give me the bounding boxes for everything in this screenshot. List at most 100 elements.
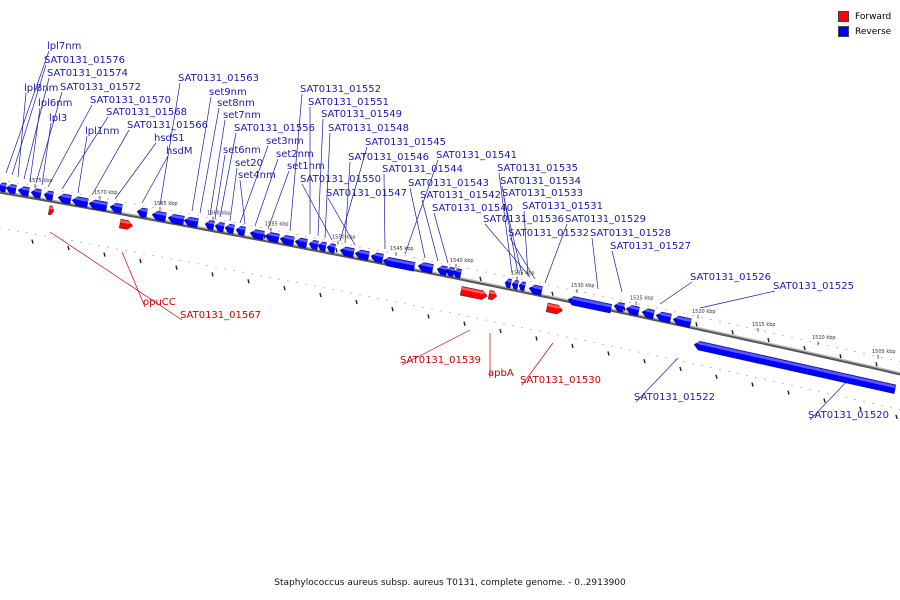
track-dot — [728, 370, 730, 373]
leader-lines-layer — [5, 50, 851, 421]
reverse-gene-arrow — [57, 193, 72, 205]
reverse-gene-label: SAT0131_01550 — [300, 174, 381, 185]
leader-line — [49, 231, 183, 321]
leader-line — [114, 142, 157, 200]
leader-line — [61, 116, 109, 190]
track-tick — [623, 306, 626, 312]
track-dot — [458, 266, 460, 268]
track-dot — [377, 249, 379, 251]
track-dot — [332, 289, 334, 291]
track-dot — [170, 258, 172, 260]
reverse-gene-arrow — [567, 296, 613, 314]
track-dot — [260, 275, 262, 277]
track-dot — [305, 235, 307, 237]
track-dot — [809, 388, 811, 390]
track-dot — [251, 273, 253, 275]
track-tick — [535, 336, 538, 341]
reverse-gene-label: SAT0131_01552 — [300, 84, 381, 95]
track-tick — [103, 252, 106, 257]
reverse-gene-arrow — [308, 239, 319, 251]
reverse-gene-label: lpl8nm — [24, 83, 58, 94]
leader-line — [327, 197, 356, 246]
track-dot — [737, 324, 739, 327]
track-dot — [476, 269, 478, 271]
track-tick — [499, 328, 502, 334]
reverse-gene-label: SAT0131_01527 — [610, 241, 691, 252]
reverse-gene-arrow — [693, 341, 897, 394]
leader-line — [409, 187, 426, 259]
scale-tick-label: 1540 kbp — [450, 258, 474, 264]
track-dot — [782, 334, 784, 336]
track-dot — [440, 310, 442, 312]
track-dot — [98, 245, 100, 247]
reverse-gene-arrow — [249, 229, 265, 241]
leader-line — [317, 118, 324, 237]
track-tick — [571, 343, 574, 349]
reverse-gene-arrow — [214, 222, 225, 233]
ticks-layer: 1575 kbp 1570 kbp 1565 kbp 1560 kbp 1555 kbp… — [29, 178, 896, 359]
track-dot — [395, 301, 397, 303]
legend-item-reverse: Reverse — [838, 24, 891, 39]
track-tick — [551, 291, 554, 296]
reverse-gene-arrow — [326, 243, 336, 254]
track-dot — [278, 230, 280, 232]
leader-line — [209, 119, 226, 216]
leader-line — [635, 357, 679, 403]
reverse-gene-arrow — [672, 315, 692, 328]
reverse-swatch — [838, 26, 849, 37]
track-dot — [773, 332, 775, 334]
reverse-gene-label: SAT0131_01546 — [348, 152, 429, 163]
reverse-gene-label: SAT0131_01545 — [365, 137, 446, 148]
track-dot — [242, 271, 244, 273]
track-dot — [359, 246, 361, 248]
reverse-gene-arrow — [511, 280, 519, 290]
reverse-gene-label: set20 — [235, 158, 263, 169]
leader-line — [809, 377, 851, 421]
track-dot — [98, 197, 100, 199]
track-dot — [692, 315, 694, 317]
track-dot — [818, 390, 820, 392]
track-dot — [485, 319, 487, 321]
reverse-gene-label: hsdM — [166, 146, 193, 157]
track-dot — [602, 295, 604, 297]
track-tick — [211, 272, 214, 277]
track-tick — [859, 406, 862, 411]
forward-gene-arrow — [48, 205, 55, 216]
scale-tick-label: 1550 kbp — [332, 235, 356, 241]
track-dot — [197, 215, 199, 217]
reverse-gene-arrow — [0, 182, 7, 193]
track-dot — [467, 315, 469, 318]
track-dot — [521, 326, 523, 329]
track-dot — [269, 228, 271, 230]
track-dot — [656, 307, 658, 309]
legend: Forward Reverse — [838, 9, 891, 39]
track-dot — [440, 262, 442, 264]
track-dot — [800, 338, 802, 340]
track-dot — [512, 277, 514, 279]
leader-line — [521, 342, 554, 386]
track-dot — [422, 258, 424, 260]
leader-line — [5, 50, 50, 174]
track-dot — [404, 255, 406, 257]
reverse-gene-label: set9nm — [209, 87, 247, 98]
track-dot — [521, 278, 523, 281]
track-tick — [643, 358, 646, 364]
reverse-gene-arrow — [88, 199, 108, 212]
track-tick — [335, 248, 338, 253]
track-dot — [674, 359, 676, 361]
track-dot — [134, 203, 136, 205]
reverse-gene-label: SAT0131_01535 — [497, 163, 578, 174]
track-dot — [836, 394, 838, 397]
track-tick — [787, 390, 790, 395]
track-dot — [494, 321, 496, 323]
track-tick — [695, 322, 698, 327]
reverse-gene-arrow — [417, 262, 434, 274]
reverse-gene-label: SAT0131_01574 — [47, 68, 128, 79]
reverse-gene-arrow — [294, 237, 308, 249]
track-dot — [152, 206, 154, 209]
track-dot — [557, 286, 559, 288]
reverse-gene-arrow — [109, 203, 123, 214]
reverse-gene-label: set6nm — [223, 145, 261, 156]
reverse-gene-label: lpl1nm — [85, 126, 119, 137]
track-dot — [368, 248, 370, 250]
